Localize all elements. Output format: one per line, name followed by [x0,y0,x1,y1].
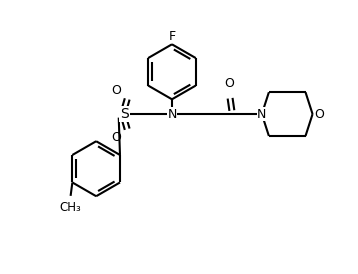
Text: N: N [167,108,176,121]
Text: O: O [224,77,234,90]
Text: O: O [111,84,121,97]
Text: O: O [111,131,121,144]
Text: F: F [168,30,175,42]
Text: CH₃: CH₃ [60,201,82,214]
Text: O: O [315,108,325,121]
Text: N: N [257,108,266,121]
Text: S: S [120,107,129,121]
